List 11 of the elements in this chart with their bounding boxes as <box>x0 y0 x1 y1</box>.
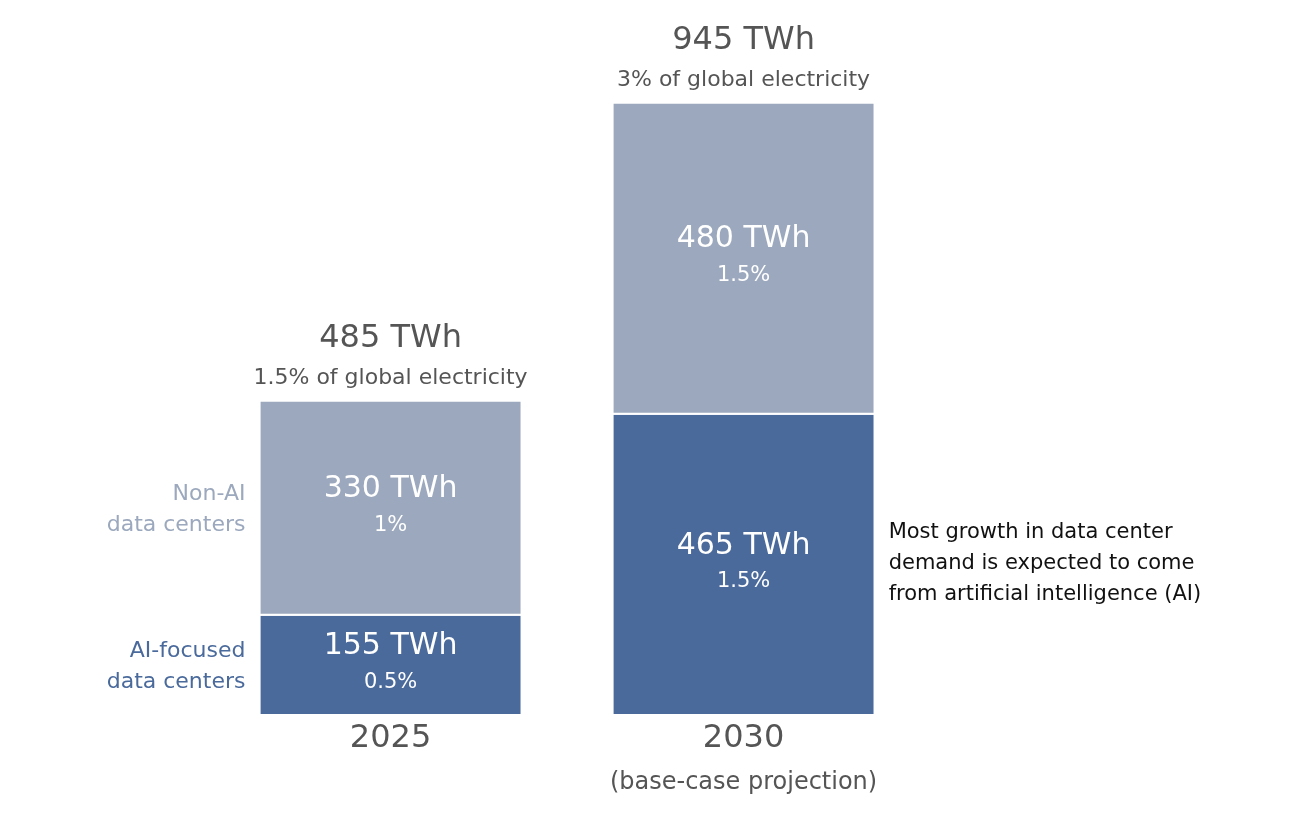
x-tick-label: 2030 (base-case projection) <box>609 717 878 796</box>
x-tick-label: 2025 <box>349 717 432 756</box>
annotation: Most growth in data center demand is expected to come from artificial intelligence (AI) <box>888 518 1202 606</box>
data-label: 330 TWh 1% <box>323 468 458 536</box>
total-label: 485 TWh 1.5% of global electricity <box>253 316 528 389</box>
data-label: 480 TWh 1.5% <box>676 219 811 287</box>
series-label: AI-focused data centers <box>106 636 246 693</box>
data-label: 465 TWh 1.5% <box>676 525 811 593</box>
data-label: 155 TWh 0.5% <box>323 625 458 693</box>
series-label: Non-AI data centers <box>106 479 246 536</box>
total-label: 945 TWh 3% of global electricity <box>617 18 871 91</box>
